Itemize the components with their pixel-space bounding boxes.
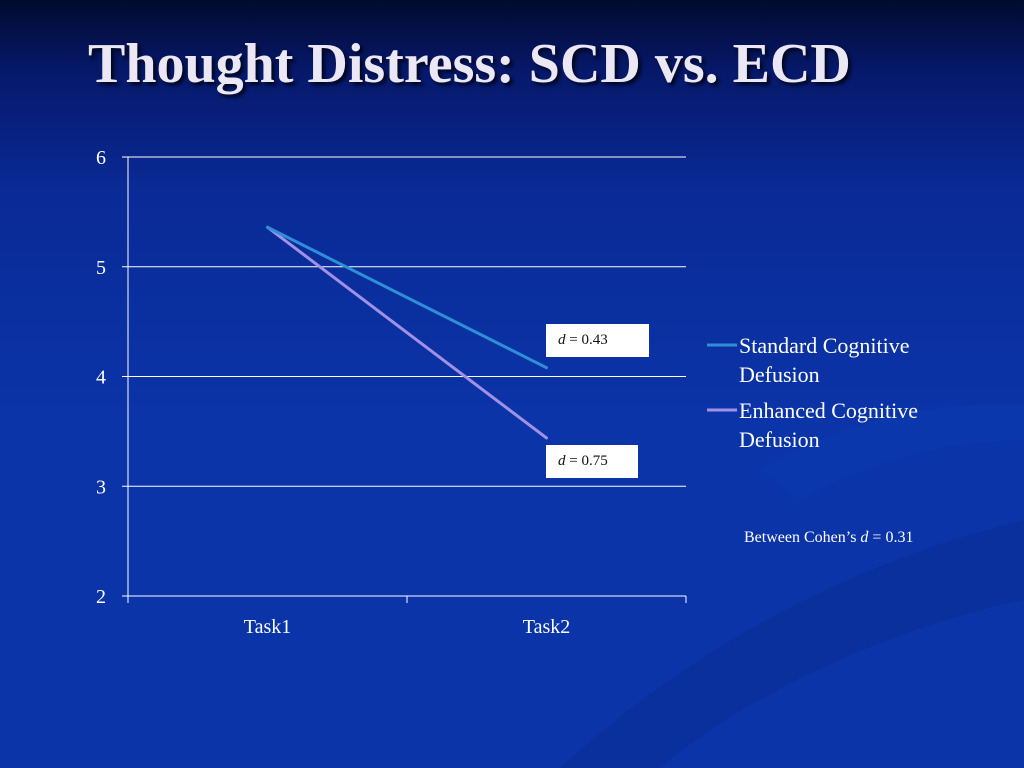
x-tick-label-task2: Task2 — [523, 616, 570, 638]
annotation-scd-d-value: = 0.43 — [565, 332, 608, 348]
slide-title: Thought Distress: SCD vs. ECD — [88, 33, 851, 95]
annotation-ecd-d-var: d — [558, 453, 566, 469]
between-cohens-d-note: Between Cohen’s d = 0.31 — [744, 529, 913, 547]
legend-label-enhanced-cognitive-defusion-line1: Enhanced Cognitive — [739, 398, 918, 423]
series-line-enhanced-cognitive-defusion — [266, 225, 548, 440]
y-tick-label-5: 5 — [96, 257, 106, 279]
between-note-value: = 0.31 — [868, 529, 914, 546]
y-tick-label-4: 4 — [96, 367, 106, 389]
annotation-ecd-d-value: = 0.75 — [565, 453, 608, 469]
annotation-ecd-effect-size: d = 0.75 — [546, 445, 638, 478]
annotation-scd-d-var: d — [558, 332, 566, 348]
y-tick-label-2: 2 — [96, 586, 106, 608]
annotation-scd-effect-size: d = 0.43 — [546, 324, 649, 357]
legend-label-enhanced-cognitive-defusion-line2: Defusion — [739, 427, 820, 452]
legend-label-standard-cognitive-defusion-line1: Standard Cognitive — [739, 333, 909, 358]
between-note-prefix: Between Cohen’s — [744, 529, 861, 546]
between-note-var: d — [860, 529, 869, 546]
y-tick-label-6: 6 — [96, 147, 106, 169]
x-tick-label-task1: Task1 — [244, 616, 291, 638]
y-tick-label-3: 3 — [96, 476, 106, 498]
legend-label-standard-cognitive-defusion-line2: Defusion — [739, 362, 820, 387]
series-line-standard-cognitive-defusion — [266, 225, 548, 370]
